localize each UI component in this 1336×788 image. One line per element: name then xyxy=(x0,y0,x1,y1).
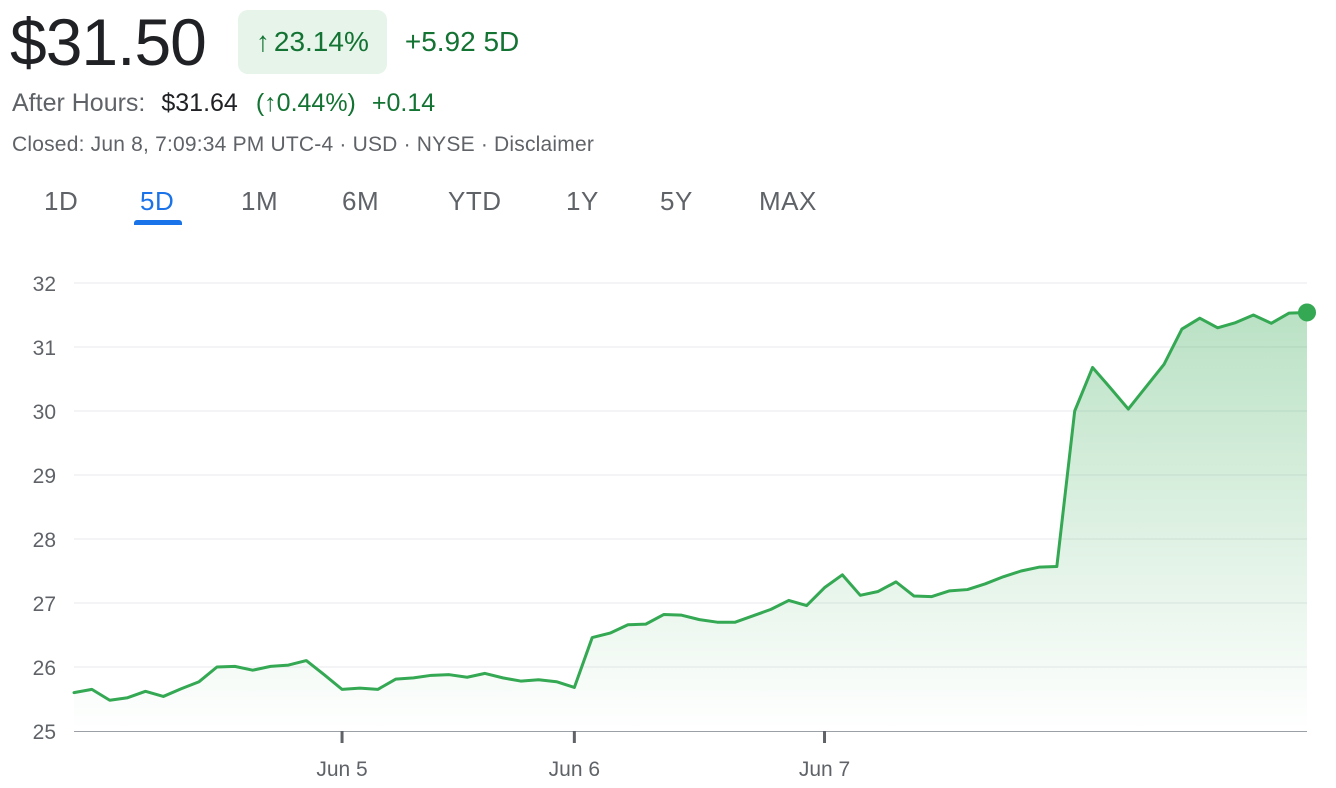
y-tick-label: 29 xyxy=(33,465,56,488)
change-percent: 23.14% xyxy=(273,26,369,57)
market-status-line: Closed: Jun 8, 7:09:34 PM UTC-4 · USD · … xyxy=(12,133,595,156)
price-line xyxy=(72,310,1309,702)
up-arrow-icon: ↑ xyxy=(255,26,270,57)
y-tick-label: 28 xyxy=(33,529,56,552)
last-price-dot xyxy=(1298,303,1316,322)
tab-max[interactable]: MAX xyxy=(759,186,817,216)
y-tick-label: 31 xyxy=(33,337,56,360)
after-hours-row: After Hours: $31.64 (↑0.44%) +0.14 xyxy=(12,89,435,118)
tab-1m[interactable]: 1M xyxy=(241,186,279,216)
active-tab-indicator xyxy=(134,220,182,225)
change-percent-chip: ↑ 23.14% xyxy=(237,10,387,74)
after-hours-percent: (↑0.44%) xyxy=(255,89,356,117)
x-axis-ticks: Jun 5 Jun 6 Jun 7 xyxy=(316,731,850,781)
x-tick-label: Jun 6 xyxy=(549,758,600,781)
y-tick-label: 27 xyxy=(33,593,56,616)
y-axis-labels: 25 26 27 28 29 30 31 32 xyxy=(33,273,56,744)
y-tick-label: 26 xyxy=(33,657,56,680)
x-tick-label: Jun 5 xyxy=(316,758,367,781)
after-hours-price: $31.64 xyxy=(161,89,238,117)
tab-5y[interactable]: 5Y xyxy=(660,186,693,216)
tab-5d[interactable]: 5D xyxy=(140,186,175,216)
tab-1d[interactable]: 1D xyxy=(44,186,79,216)
range-tabs: 1D 5D 1M 6M YTD 1Y 5Y MAX xyxy=(0,178,900,230)
current-price: $31.50 xyxy=(10,5,207,79)
after-hours-change: +0.14 xyxy=(371,89,436,117)
tab-ytd[interactable]: YTD xyxy=(448,186,502,216)
quote-header: $31.50 ↑ 23.14% +5.92 5D xyxy=(10,0,519,84)
tab-1y[interactable]: 1Y xyxy=(566,186,599,216)
change-absolute: +5.92 5D xyxy=(404,26,520,57)
y-tick-label: 30 xyxy=(33,401,56,424)
after-hours-label: After Hours: xyxy=(12,89,146,117)
x-tick-label: Jun 7 xyxy=(799,758,850,781)
price-chart[interactable]: 25 26 27 28 29 30 31 32 Jun 5 Jun 6 Jun 7 xyxy=(0,240,1336,788)
tab-6m[interactable]: 6M xyxy=(342,186,380,216)
y-tick-label: 25 xyxy=(33,721,56,744)
price-area-fill xyxy=(74,312,1307,731)
chart-gridlines xyxy=(74,282,1307,668)
y-tick-label: 32 xyxy=(33,273,56,296)
